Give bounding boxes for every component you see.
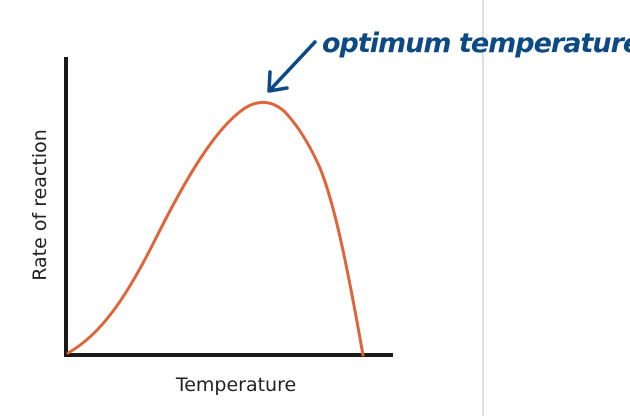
x-axis-label: Temperature <box>175 374 296 396</box>
y-axis-label: Rate of reaction <box>29 129 51 281</box>
arrow-icon <box>267 40 317 93</box>
optimum-annotation: optimum temperature. <box>322 28 630 59</box>
rate-curve <box>66 101 365 357</box>
